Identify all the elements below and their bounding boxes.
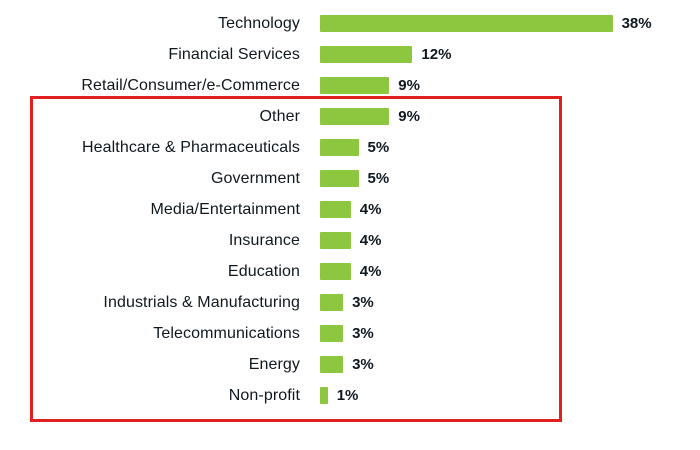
chart-rows: Technology 38% Financial Services 12% Retail… [0,8,700,411]
value-label: 3% [352,294,374,311]
bar [320,294,344,311]
category-label: Telecommunications [153,324,300,342]
category-label: Non-profit [228,386,300,404]
category-label: Government [210,169,300,187]
value-label: 9% [398,77,420,94]
chart-row: Insurance 4% [0,225,700,256]
value-label: 4% [359,201,382,218]
value-label: 1% [336,387,359,404]
bar [320,325,344,342]
chart-row: Financial Services 12% [0,39,700,70]
bar [320,170,359,187]
chart-row: Healthcare & Pharmaceuticals 5% [0,132,700,163]
value-label: 38% [621,15,652,32]
bar [320,15,613,32]
category-label: Education [227,262,300,280]
value-label: 5% [367,139,390,156]
chart-row: Government 5% [0,163,700,194]
bar [320,108,390,125]
category-label: Healthcare & Pharmaceuticals [81,138,300,156]
chart-row: Telecommunications 3% [0,318,700,349]
chart-row: Retail/Consumer/e-Commerce 9% [0,70,700,101]
value-label: 4% [359,232,382,249]
value-label: 3% [352,356,374,373]
category-label: Financial Services [168,45,300,63]
bar [320,232,351,249]
category-label: Technology [218,14,300,32]
bar [320,77,390,94]
chart-row: Media/Entertainment 4% [0,194,700,225]
category-label: Industrials & Manufacturing [103,293,300,311]
value-label: 4% [359,263,382,280]
value-label: 12% [421,46,452,63]
bar [320,139,359,156]
value-label: 9% [398,108,420,125]
chart-row: Energy 3% [0,349,700,380]
value-label: 5% [367,170,390,187]
category-label: Insurance [228,231,300,249]
chart-row: Education 4% [0,256,700,287]
category-label: Energy [248,355,300,373]
category-label: Retail/Consumer/e-Commerce [81,76,300,94]
chart-row: Other 9% [0,101,700,132]
chart-row: Industrials & Manufacturing 3% [0,287,700,318]
chart-row: Technology 38% [0,8,700,39]
value-label: 3% [352,325,374,342]
chart-row: Non-profit 1% [0,380,700,411]
bar [320,201,351,218]
category-label: Media/Entertainment [150,200,300,218]
category-label: Other [259,107,300,125]
bar [320,387,328,404]
bar [320,46,413,63]
bar [320,356,344,373]
bar [320,263,351,280]
